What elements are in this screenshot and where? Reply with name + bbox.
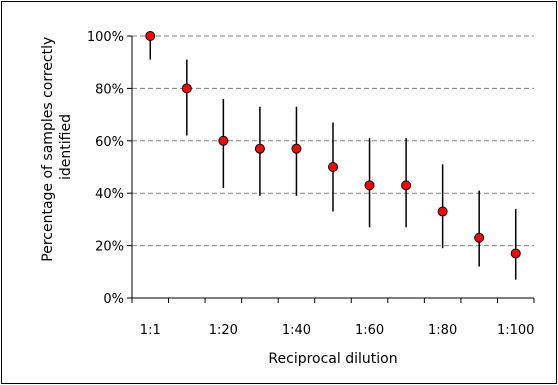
x-axis-label: Reciprocal dilution (268, 351, 397, 367)
data-points (145, 31, 521, 259)
y-tick-label: 20% (95, 240, 124, 255)
data-point (364, 180, 375, 191)
x-tick-label: 1:80 (428, 323, 457, 338)
y-tick-label: 80% (95, 82, 124, 97)
data-point (401, 180, 412, 191)
data-point (254, 143, 265, 154)
data-point (474, 232, 485, 243)
y-tick-label: 40% (95, 187, 124, 202)
y-tick-label: 60% (95, 135, 124, 150)
x-tick-label: 1:100 (497, 323, 534, 338)
y-tick-label: 100% (87, 30, 124, 45)
x-tick-labels: 1:1 1:20 1:40 1:60 1:80 1:100 (140, 323, 535, 338)
data-point (291, 143, 302, 154)
y-tick-label: 0% (103, 292, 124, 307)
x-tick-label: 1:40 (282, 323, 311, 338)
data-point (218, 135, 229, 146)
data-point (181, 83, 192, 94)
error-bars (149, 36, 517, 280)
y-tick-labels: 0% 20% 40% 60% 80% 100% (87, 30, 124, 307)
y-axis-label-line-2: identified (58, 114, 74, 180)
data-point (510, 248, 521, 259)
y-axis-label: Percentage of samples correctly identifi… (40, 32, 74, 261)
axes (127, 35, 535, 303)
data-point (145, 31, 156, 41)
x-tick-label: 1:60 (355, 323, 384, 338)
y-axis-label-line-1: Percentage of samples correctly (40, 37, 56, 262)
data-point (328, 162, 338, 172)
x-tick-label: 1:1 (140, 323, 161, 338)
data-point (437, 206, 448, 217)
x-tick-label: 1:20 (209, 323, 238, 338)
